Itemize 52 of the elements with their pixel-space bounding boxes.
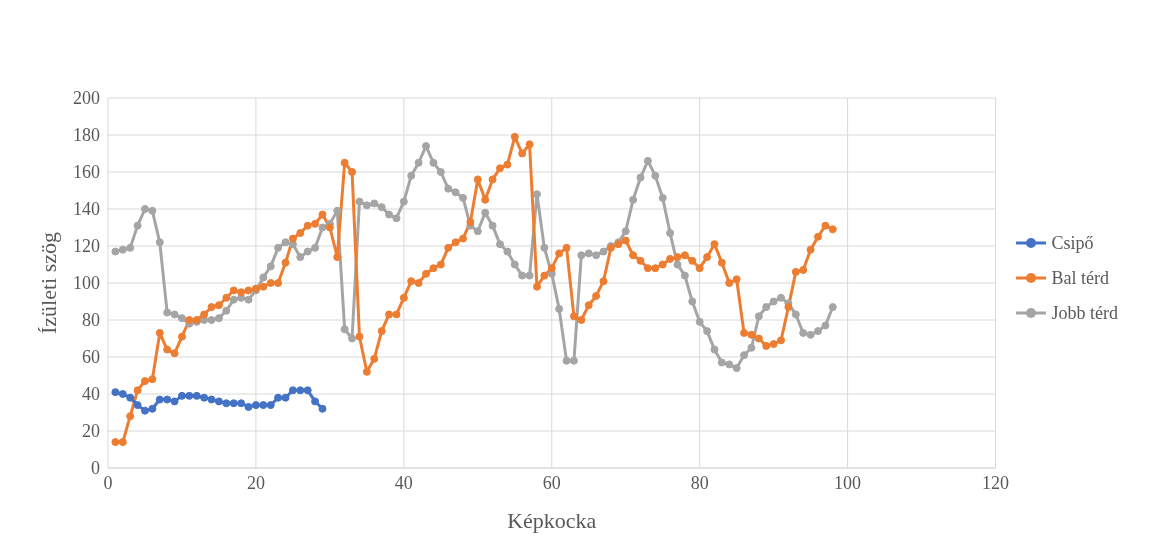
- point: [185, 391, 194, 400]
- legend-label: Jobb térd: [1051, 302, 1118, 324]
- point: [207, 395, 216, 404]
- point: [177, 391, 186, 400]
- point: [200, 393, 209, 402]
- y-tick-label: 180: [73, 125, 100, 146]
- point: [311, 397, 320, 406]
- point: [229, 399, 238, 408]
- point: [111, 388, 120, 397]
- y-tick-label: 120: [73, 236, 100, 257]
- point: [259, 401, 268, 410]
- point: [237, 399, 246, 408]
- y-tick-label: 20: [82, 421, 100, 442]
- x-tick-label: 0: [103, 472, 113, 493]
- point: [274, 393, 283, 402]
- x-tick-label: 120: [982, 472, 1009, 493]
- point: [140, 406, 149, 415]
- point: [155, 395, 164, 404]
- point: [303, 386, 312, 395]
- point: [266, 401, 275, 410]
- point: [163, 395, 172, 404]
- point: [192, 391, 201, 400]
- y-axis-title: Ízületi szög: [35, 231, 61, 335]
- y-tick-label: 140: [73, 199, 100, 220]
- point: [288, 386, 297, 395]
- legend-label: Csipő: [1051, 232, 1094, 254]
- y-tick-label: 40: [82, 384, 100, 405]
- point: [148, 404, 157, 413]
- point: [133, 401, 142, 410]
- x-tick-label: 60: [542, 472, 561, 493]
- y-tick-label: 80: [82, 310, 100, 331]
- x-tick-label: 20: [246, 472, 265, 493]
- x-tick-label: 80: [690, 472, 709, 493]
- point: [244, 402, 253, 411]
- point: [126, 393, 135, 402]
- y-tick-label: 100: [73, 273, 100, 294]
- legend-label: Bal térd: [1051, 267, 1109, 289]
- point: [251, 401, 260, 410]
- point: [281, 393, 290, 402]
- point: [296, 386, 305, 395]
- x-axis-title: Képkocka: [507, 508, 597, 533]
- y-tick-label: 160: [73, 162, 100, 183]
- x-tick-label: 40: [394, 472, 413, 493]
- y-tick-label: 60: [82, 347, 100, 368]
- point: [118, 390, 127, 398]
- y-tick-label: 0: [91, 458, 100, 479]
- point: [170, 397, 179, 406]
- point: [214, 397, 223, 406]
- x-tick-label: 100: [834, 472, 862, 493]
- y-tick-label: 200: [73, 88, 100, 109]
- point: [222, 399, 231, 408]
- point: [318, 404, 327, 413]
